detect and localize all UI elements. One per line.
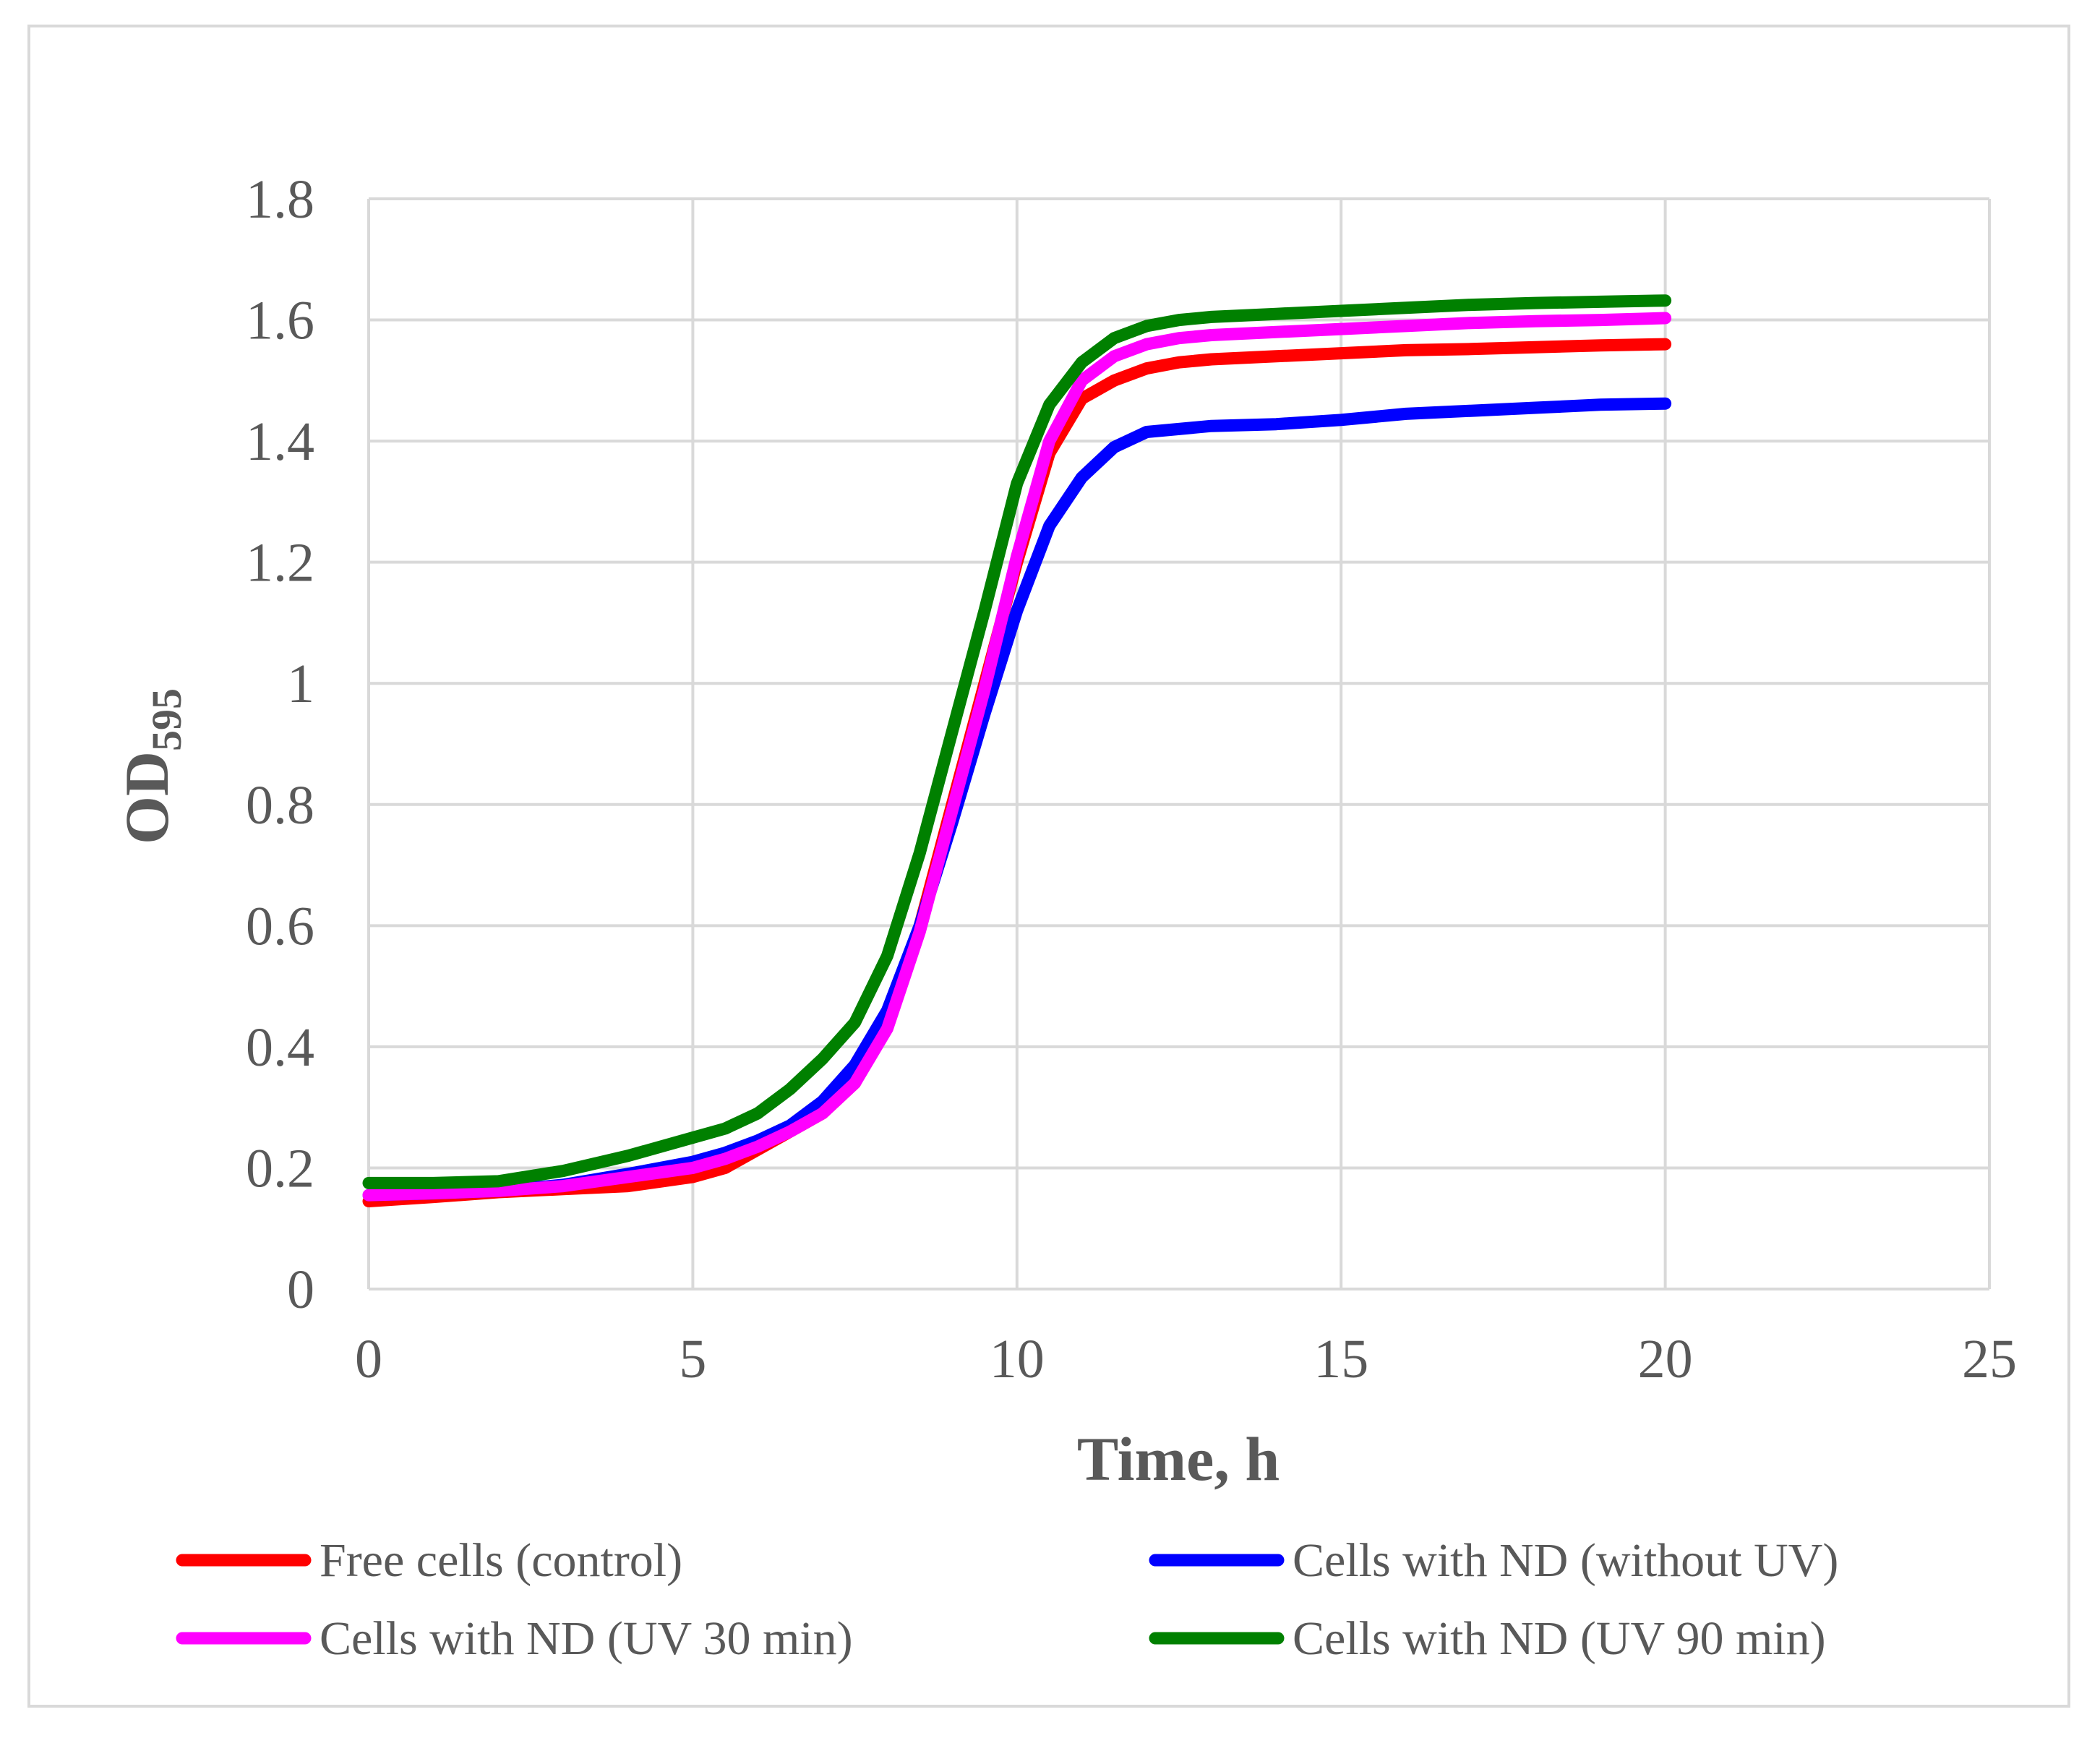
x-axis-title: Time, h [1077, 1424, 1280, 1494]
tick-layer: 0 0.2 0.4 0.6 0.8 1 1.2 1.4 1.6 1.8 0 5 10 15 20 25 [246, 169, 2017, 1390]
legend-label-0: Free cells (control) [320, 1534, 682, 1587]
x-tick-label-2: 10 [990, 1329, 1045, 1390]
y-tick-label-5: 1 [287, 654, 314, 714]
x-tick-label-1: 5 [679, 1329, 706, 1390]
y-tick-label-0: 0 [287, 1259, 314, 1320]
x-tick-label-0: 0 [355, 1329, 382, 1390]
x-tick-label-5: 25 [1962, 1329, 2017, 1390]
series-line-2 [362, 312, 1672, 1202]
y-tick-label-9: 1.8 [246, 169, 314, 230]
y-tick-label-4: 0.8 [246, 775, 314, 836]
series-layer [362, 294, 1672, 1207]
y-axis-title: OD595 [112, 688, 190, 844]
y-axis-title-main: OD [112, 751, 181, 844]
y-tick-label-3: 0.6 [246, 896, 314, 956]
y-axis-title-subscript: 595 [143, 688, 190, 751]
axis-layer [367, 199, 1989, 1290]
y-tick-label-1: 0.2 [246, 1138, 314, 1199]
legend-label-1: Cells with ND (without UV) [1293, 1534, 1838, 1587]
legend: Free cells (control) Cells with ND (witho… [176, 1534, 1838, 1665]
x-tick-label-4: 20 [1638, 1329, 1693, 1390]
x-tick-label-3: 15 [1313, 1329, 1368, 1390]
legend-label-2: Cells with ND (UV 30 min) [320, 1612, 853, 1665]
y-tick-label-7: 1.4 [246, 411, 314, 472]
y-tick-label-8: 1.6 [246, 291, 314, 351]
y-tick-label-2: 0.4 [246, 1017, 314, 1078]
y-tick-label-6: 1.2 [246, 533, 314, 594]
legend-label-3: Cells with ND (UV 90 min) [1293, 1612, 1826, 1665]
series-line-3 [362, 294, 1672, 1189]
